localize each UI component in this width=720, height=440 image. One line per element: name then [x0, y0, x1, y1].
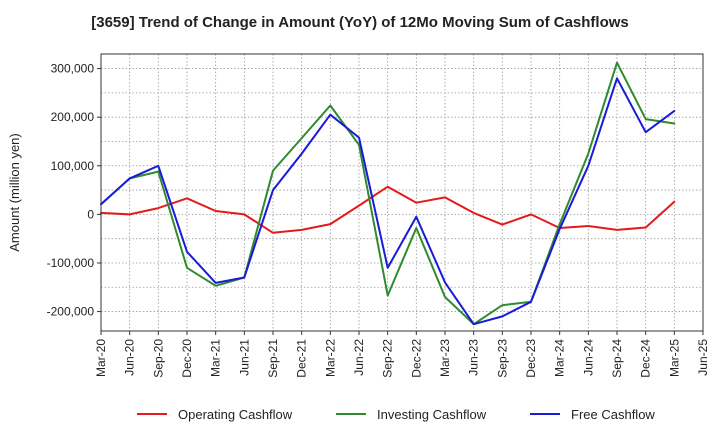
- x-tick-label: Jun-25: [696, 339, 710, 376]
- x-tick-label: Dec-20: [180, 339, 194, 378]
- x-tick-label: Mar-20: [94, 339, 108, 377]
- series-line-investing-cashflow: [100, 61, 676, 326]
- x-tick-label: Dec-22: [409, 339, 423, 378]
- x-tick-label: Sep-22: [381, 339, 395, 378]
- x-tick-label: Dec-24: [639, 339, 653, 378]
- y-tick-label: -200,000: [47, 305, 95, 319]
- x-tick-label: Sep-20: [151, 339, 165, 378]
- x-tick-label: Jun-23: [467, 339, 481, 376]
- y-tick-label: -100,000: [47, 256, 95, 270]
- x-tick-label: Jun-22: [352, 339, 366, 376]
- grid: [100, 54, 704, 331]
- x-tick-label: Sep-23: [495, 339, 509, 378]
- x-tick-label: Mar-23: [438, 339, 452, 377]
- x-tick-label: Sep-21: [266, 339, 280, 378]
- y-tick-label: 200,000: [51, 110, 95, 124]
- y-tick-label: 100,000: [51, 159, 95, 173]
- x-tick-label: Jun-20: [123, 339, 137, 376]
- series-line-free-cashflow: [100, 77, 676, 326]
- x-tick-label: Mar-25: [667, 339, 681, 377]
- legend-label-operating-cashflow: Operating Cashflow: [178, 407, 293, 422]
- x-tick-label: Mar-22: [323, 339, 337, 377]
- x-tick-label: Jun-21: [237, 339, 251, 376]
- y-axis-title: Amount (million yen): [7, 133, 22, 252]
- y-tick-label: 0: [87, 207, 94, 221]
- legend-label-investing-cashflow: Investing Cashflow: [377, 407, 487, 422]
- x-tick-label: Dec-23: [524, 339, 538, 378]
- y-tick-label: 300,000: [51, 62, 95, 76]
- y-axis: -200,000 -100,000 0 100,000 200,000 300,000: [47, 62, 101, 319]
- series-line-operating-cashflow: [100, 185, 676, 234]
- x-tick-label: Dec-21: [295, 339, 309, 378]
- x-tick-label: Mar-21: [209, 339, 223, 377]
- plot-frame: [100, 53, 704, 332]
- x-tick-label: Mar-24: [553, 339, 567, 377]
- x-tick-label: Sep-24: [610, 339, 624, 378]
- legend: Operating Cashflow Investing Cashflow Free…: [137, 407, 655, 422]
- legend-label-free-cashflow: Free Cashflow: [571, 407, 655, 422]
- x-tick-label: Jun-24: [581, 339, 595, 376]
- chart-title: [3659] Trend of Change in Amount (YoY) o…: [91, 14, 629, 31]
- series-lines: [100, 61, 676, 326]
- x-axis: Mar-20 Jun-20 Sep-20 Dec-20 Mar-21 Jun-21 Sep-…: [94, 331, 710, 378]
